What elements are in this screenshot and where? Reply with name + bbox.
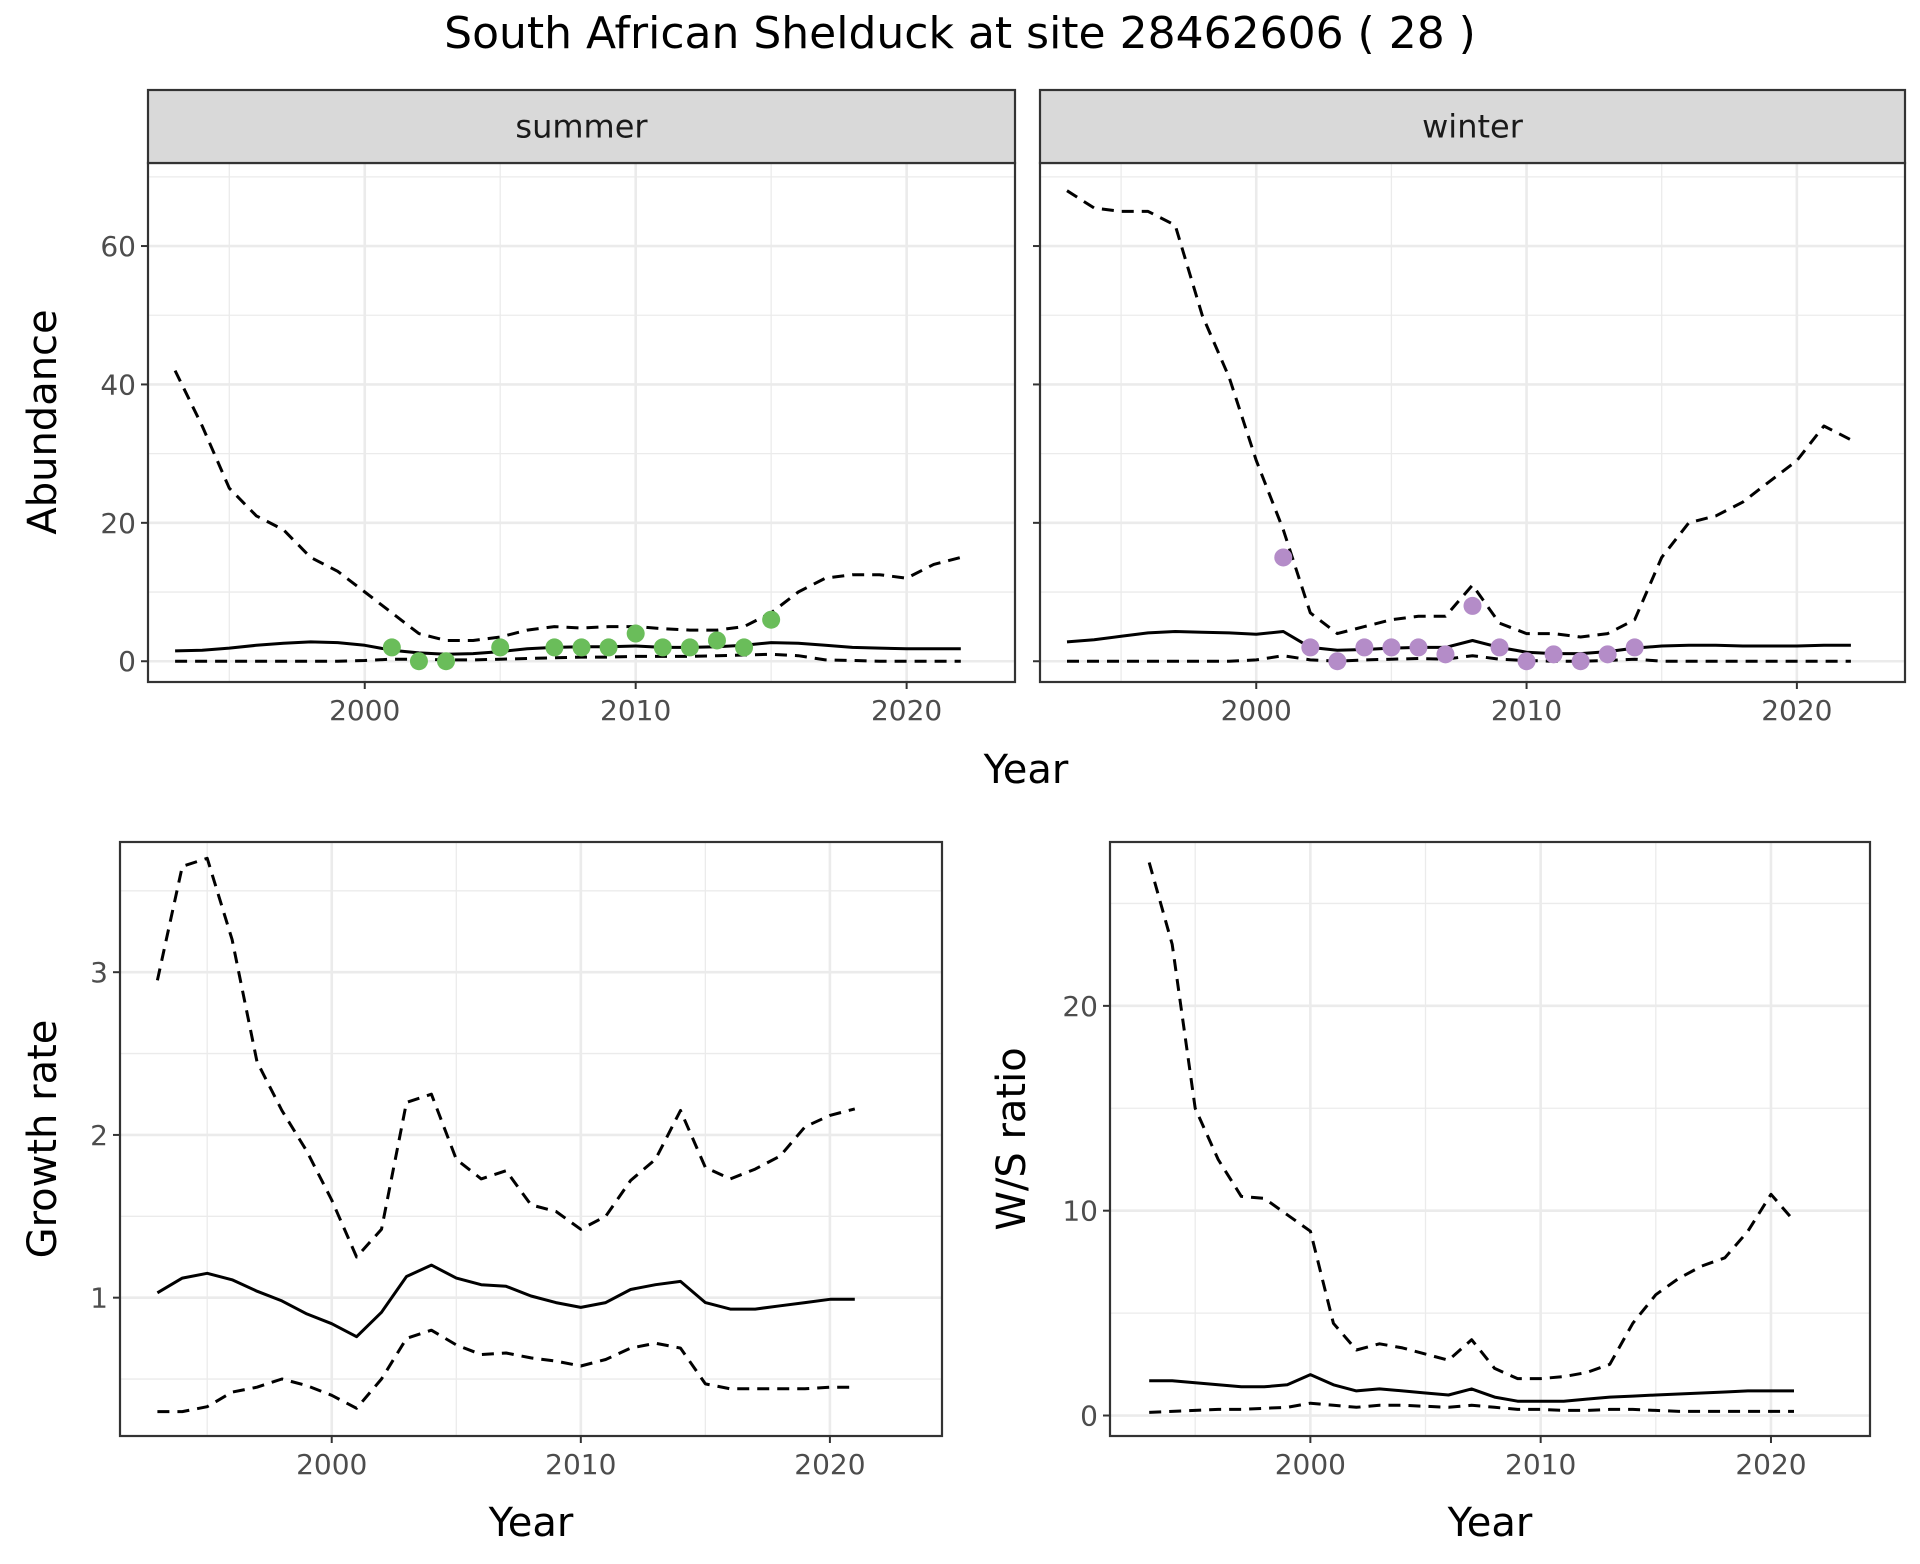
data-point	[1409, 638, 1428, 657]
x-axis-title: Year	[488, 1500, 574, 1546]
series-line-lower	[1067, 654, 1851, 663]
plot-background	[1110, 842, 1870, 1436]
data-point	[1625, 638, 1644, 657]
panel-border	[1108, 840, 1872, 1438]
data-point	[382, 638, 401, 657]
x-tick-label: 2000	[296, 1448, 367, 1481]
data-point	[1598, 645, 1617, 664]
panel-winter: winter 2000 2010 2020	[1033, 88, 1907, 727]
x-tick-label: 2010	[545, 1448, 616, 1481]
series-line-mean	[175, 640, 961, 656]
y-axis-title: Growth rate	[20, 1020, 66, 1259]
y-axis-title: Abundance	[20, 309, 66, 534]
y-tick-label: 0	[118, 645, 136, 678]
facet-strip	[1038, 88, 1907, 165]
data-point	[680, 638, 699, 657]
data-point	[1355, 638, 1374, 657]
y-tick-label: 0	[1080, 1400, 1098, 1433]
series-line-mean	[156, 1263, 855, 1339]
panel-border	[118, 840, 944, 1438]
data-point	[1328, 652, 1347, 671]
data-point	[1436, 645, 1455, 664]
data-point	[572, 638, 591, 657]
x-tick-label: 2000	[1275, 1448, 1346, 1481]
data-point	[1517, 652, 1536, 671]
series-line-upper	[1066, 189, 1852, 639]
data-point	[735, 638, 754, 657]
x-axis-title: Year	[1447, 1500, 1533, 1546]
panel-ratio: 2000 2010 2020 0 10 20	[1062, 840, 1872, 1481]
facet-label: winter	[1422, 108, 1524, 146]
chart-title: South African Shelduck at site 28462606 …	[444, 8, 1476, 59]
y-tick-label: 2	[90, 1119, 108, 1152]
facet-label: summer	[515, 108, 648, 146]
x-tick-label: 2000	[329, 694, 400, 727]
series-line-lower	[157, 1328, 855, 1414]
series-line-lower	[175, 652, 961, 663]
plot-background	[148, 163, 1015, 682]
data-point	[653, 638, 672, 657]
data-point	[1274, 548, 1293, 567]
data-point	[1490, 638, 1509, 657]
data-point	[707, 631, 726, 650]
x-tick-label: 2020	[871, 694, 942, 727]
facet-strip	[146, 88, 1017, 165]
data-point	[1571, 652, 1590, 671]
data-point	[626, 624, 645, 643]
x-tick-label: 2020	[1761, 694, 1832, 727]
series-line-lower	[1149, 1401, 1794, 1414]
y-tick-label: 20	[1062, 990, 1098, 1023]
x-axis-title: Year	[983, 747, 1069, 793]
data-point	[409, 652, 428, 671]
data-point	[1544, 645, 1563, 664]
x-tick-label: 2010	[600, 694, 671, 727]
series-line-mean	[1149, 1373, 1794, 1403]
y-tick-label: 40	[100, 368, 136, 401]
y-tick-label: 10	[1062, 1195, 1098, 1228]
data-point	[1463, 596, 1482, 615]
x-tick-label: 2010	[1491, 694, 1562, 727]
x-tick-label: 2000	[1221, 694, 1292, 727]
data-point	[491, 638, 510, 657]
panel-growth: 2000 2010 2020 1 2 3	[90, 840, 944, 1481]
data-point	[762, 610, 781, 629]
series-line-upper	[173, 369, 962, 642]
y-tick-label: 1	[90, 1282, 108, 1315]
series-line-mean	[1066, 630, 1851, 656]
data-point	[599, 638, 618, 657]
x-tick-label: 2020	[1735, 1448, 1806, 1481]
y-tick-label: 3	[90, 956, 108, 989]
y-tick-label: 20	[100, 507, 136, 540]
y-tick-label: 60	[100, 230, 136, 263]
x-tick-label: 2010	[1505, 1448, 1576, 1481]
series-line-upper	[1147, 862, 1796, 1381]
plot-background	[1040, 163, 1905, 682]
panel-summer: summer 2000 2010 2020 0 20 40 60	[100, 88, 1017, 727]
series-line-upper	[155, 856, 856, 1259]
plot-background	[120, 842, 942, 1436]
data-point	[545, 638, 564, 657]
data-point	[1301, 638, 1320, 657]
data-point	[437, 652, 456, 671]
x-tick-label: 2020	[794, 1448, 865, 1481]
data-point	[1382, 638, 1401, 657]
y-axis-title: W/S ratio	[989, 1047, 1035, 1230]
